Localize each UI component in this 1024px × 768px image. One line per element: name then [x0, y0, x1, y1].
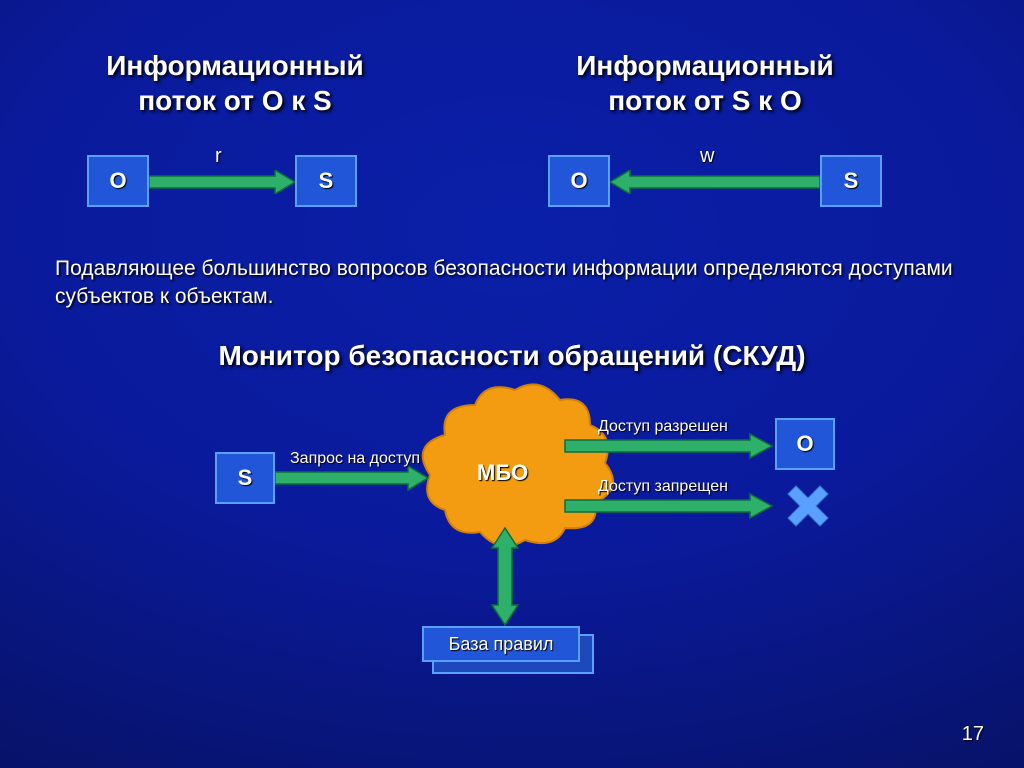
label-allowed: Доступ разрешен: [598, 418, 728, 436]
cross-icon: [788, 486, 828, 526]
label-request: Запрос на доступ: [290, 450, 420, 468]
page-number: 17: [962, 723, 984, 746]
slide: Информационный поток от O к S Информацио…: [0, 0, 1024, 768]
label-denied: Доступ запрещен: [598, 478, 728, 496]
diagram-box-o-label: O: [796, 431, 813, 457]
rules-box: База правил: [422, 626, 580, 662]
cloud-label: МБО: [477, 460, 528, 486]
arrow-rules: [492, 528, 518, 625]
diagram-box-s-label: S: [238, 465, 253, 491]
diagram-box-s: S: [215, 452, 275, 504]
arrow-request: [275, 466, 428, 490]
diagram-box-o: O: [775, 418, 835, 470]
rules-box-label: База правил: [449, 634, 554, 655]
